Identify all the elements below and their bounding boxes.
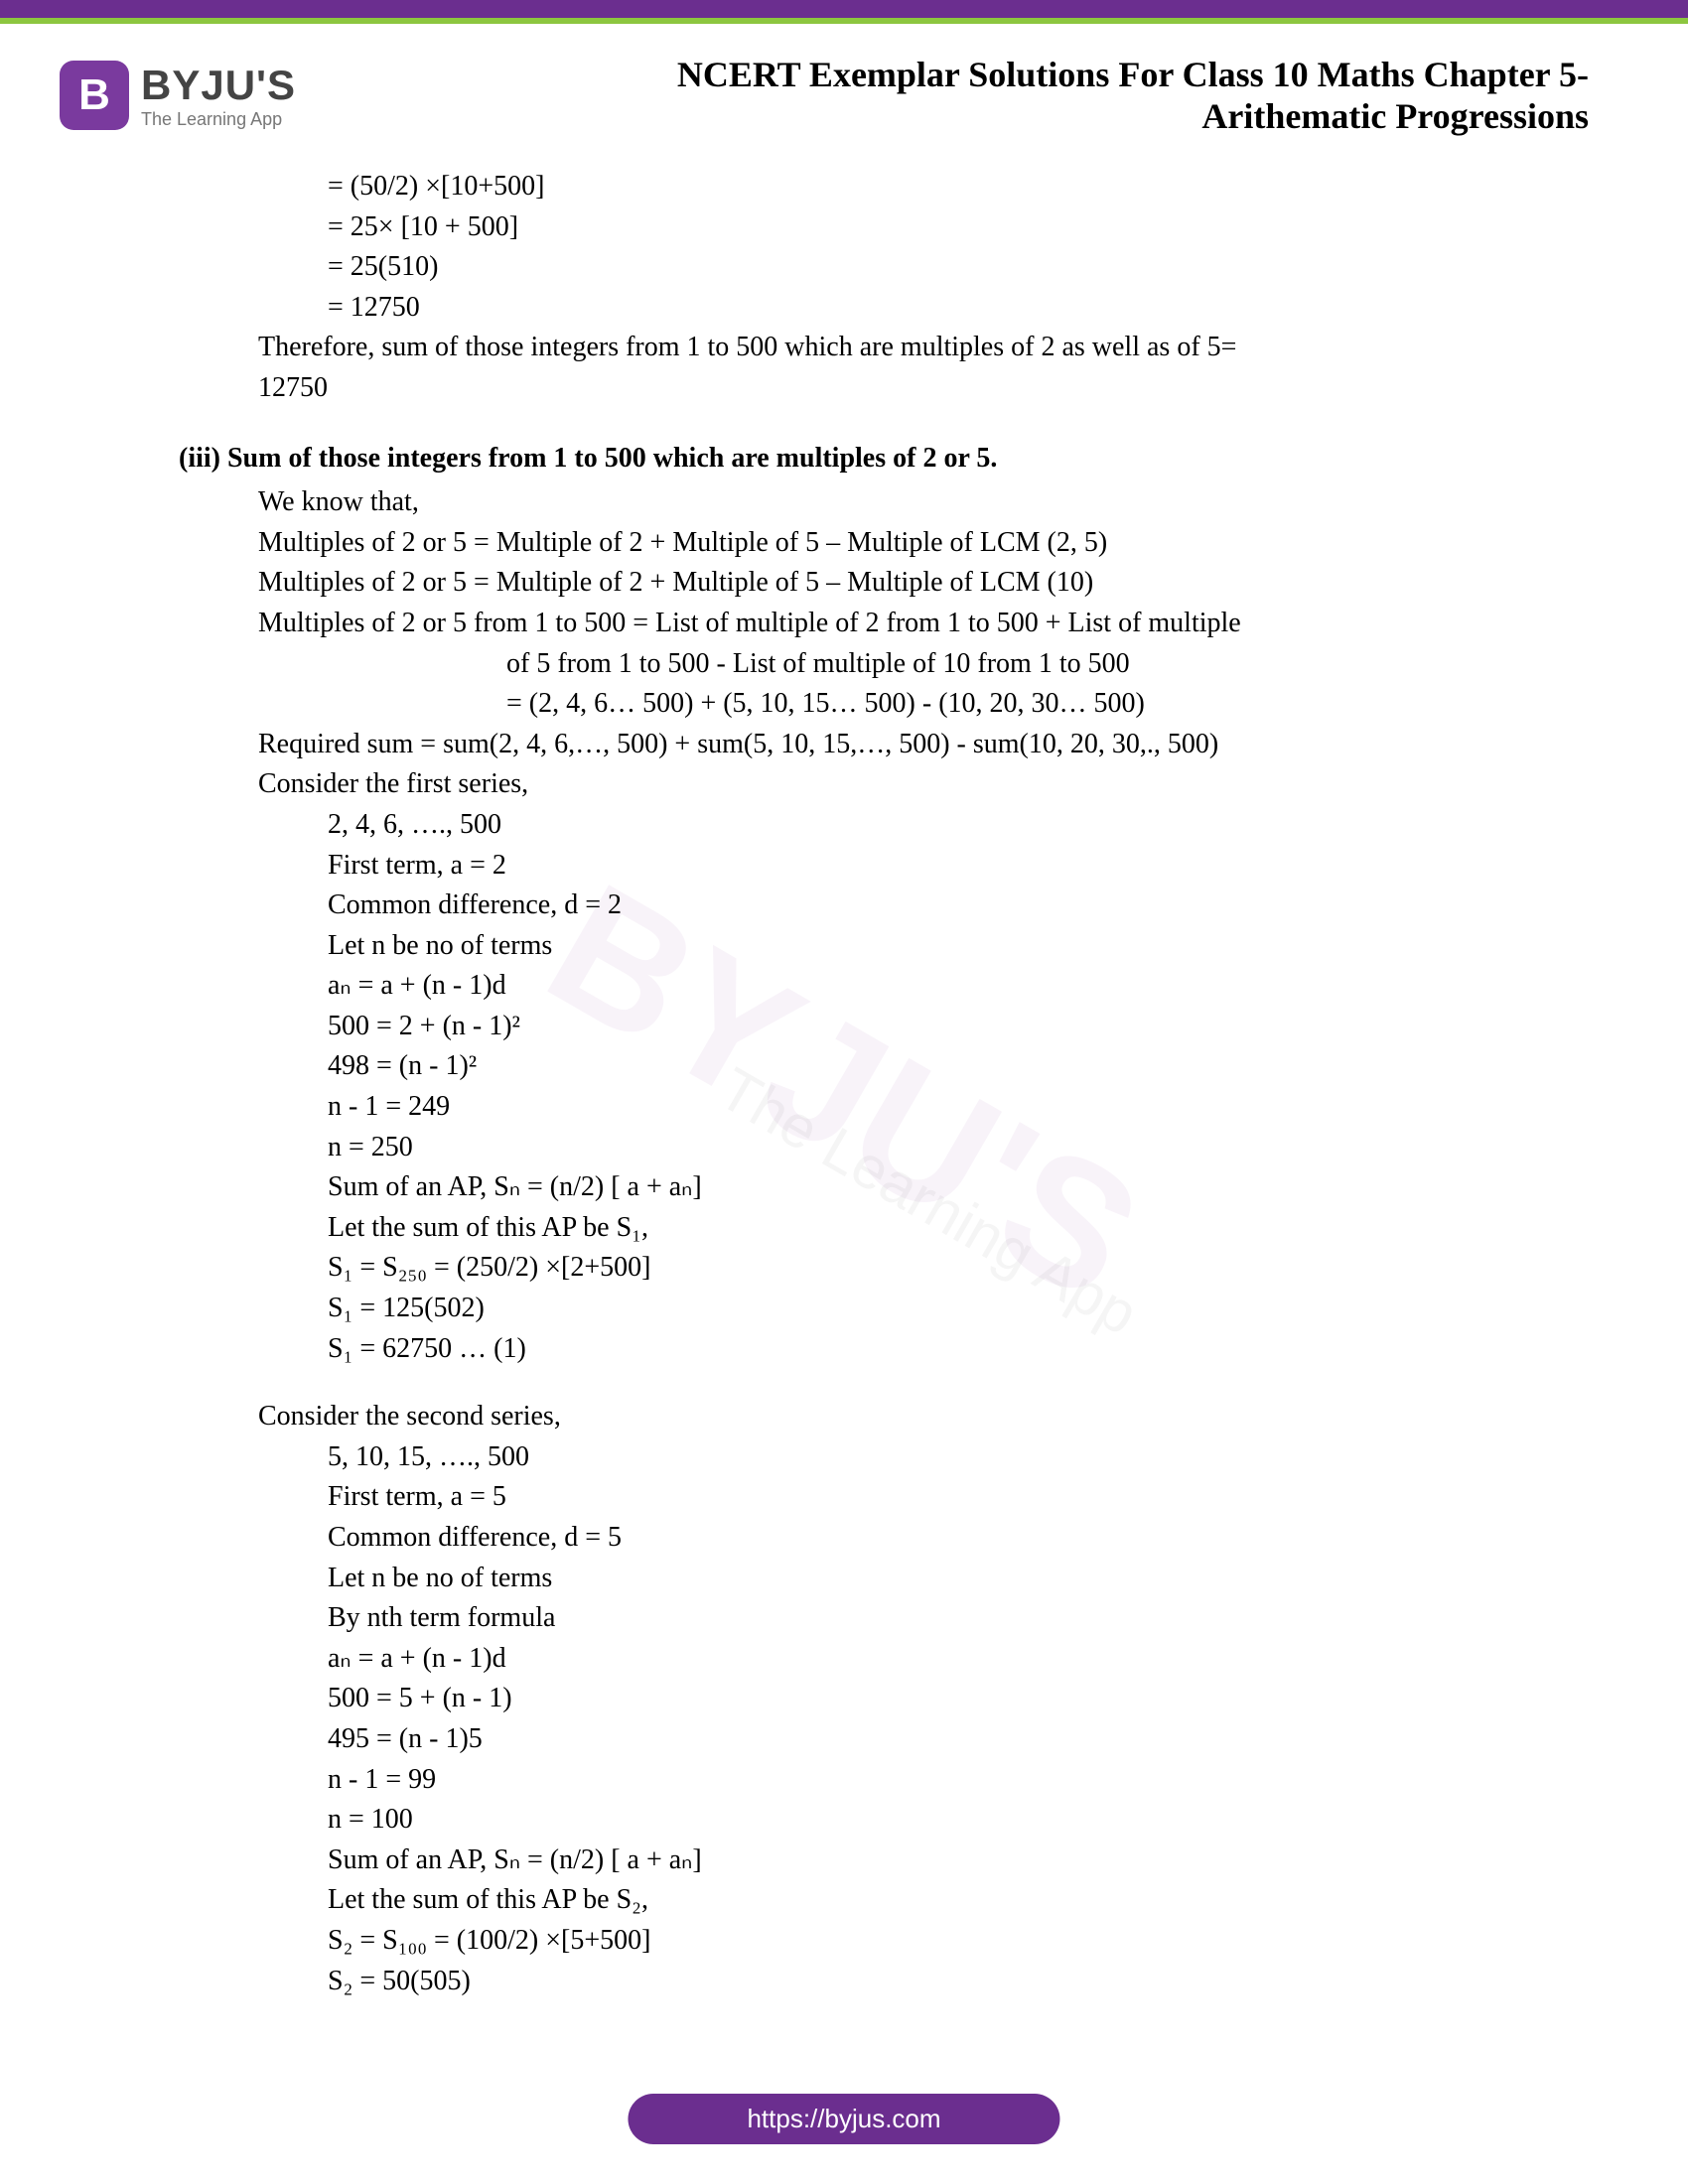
document-body: = (50/2) ×[10+500] = 25× [10 + 500] = 25… xyxy=(0,157,1688,2001)
series-line: Common difference, d = 5 xyxy=(179,1518,1489,1559)
logo-sub-text: The Learning App xyxy=(141,109,296,130)
series-line: Let n be no of terms xyxy=(179,926,1489,967)
series-line: S₁ = 62750 … (1) xyxy=(179,1329,1489,1370)
series-line: Let the sum of this AP be S₁, xyxy=(179,1208,1489,1249)
series-line: 2, 4, 6, …., 500 xyxy=(179,805,1489,846)
series-line: 495 = (n - 1)5 xyxy=(179,1719,1489,1760)
spacer xyxy=(179,1369,1489,1397)
body-line: Multiples of 2 or 5 = Multiple of 2 + Mu… xyxy=(179,523,1489,564)
series-line: n - 1 = 99 xyxy=(179,1760,1489,1801)
logo-main-text: BYJU'S xyxy=(141,62,296,109)
body-line: We know that, xyxy=(179,482,1489,523)
series-line: Common difference, d = 2 xyxy=(179,886,1489,926)
section-heading-iii: (iii) Sum of those integers from 1 to 50… xyxy=(179,439,1489,479)
calc-line: = 25× [10 + 500] xyxy=(179,207,1489,248)
series-line: n = 250 xyxy=(179,1128,1489,1168)
body-line: Multiples of 2 or 5 from 1 to 500 = List… xyxy=(179,604,1489,644)
series-line: Sum of an AP, Sₙ = (n/2) [ a + aₙ] xyxy=(179,1841,1489,1881)
series-line: By nth term formula xyxy=(179,1598,1489,1639)
calc-line: = (50/2) ×[10+500] xyxy=(179,167,1489,207)
series-line: n = 100 xyxy=(179,1800,1489,1841)
series-line: S₁ = S₂₅₀ = (250/2) ×[2+500] xyxy=(179,1248,1489,1289)
series-line: Let n be no of terms xyxy=(179,1559,1489,1599)
logo-badge-icon: B xyxy=(60,61,129,130)
logo-text: BYJU'S The Learning App xyxy=(141,62,296,130)
logo-block: B BYJU'S The Learning App xyxy=(60,61,296,130)
calc-line: = 12750 xyxy=(179,288,1489,329)
header: B BYJU'S The Learning App NCERT Exemplar… xyxy=(0,24,1688,157)
footer-url-pill[interactable]: https://byjus.com xyxy=(628,2094,1059,2144)
body-line: Required sum = sum(2, 4, 6,…, 500) + sum… xyxy=(179,725,1489,765)
series-line: First term, a = 5 xyxy=(179,1477,1489,1518)
body-line: Multiples of 2 or 5 = Multiple of 2 + Mu… xyxy=(179,563,1489,604)
series-line: 500 = 2 + (n - 1)² xyxy=(179,1007,1489,1047)
series-line: aₙ = a + (n - 1)d xyxy=(179,966,1489,1007)
conclusion-line: 12750 xyxy=(179,368,1489,409)
calc-line: = 25(510) xyxy=(179,247,1489,288)
body-line: of 5 from 1 to 500 - List of multiple of… xyxy=(179,644,1489,685)
series-line: Let the sum of this AP be S₂, xyxy=(179,1880,1489,1921)
series-line: S₂ = 50(505) xyxy=(179,1962,1489,2002)
series-line: S₁ = 125(502) xyxy=(179,1289,1489,1329)
top-purple-bar xyxy=(0,0,1688,18)
series-line: 498 = (n - 1)² xyxy=(179,1046,1489,1087)
body-line: Consider the first series, xyxy=(179,764,1489,805)
title-line-2: Arithematic Progressions xyxy=(296,95,1589,137)
series-line: 500 = 5 + (n - 1) xyxy=(179,1679,1489,1719)
series-line: aₙ = a + (n - 1)d xyxy=(179,1639,1489,1680)
body-line: = (2, 4, 6… 500) + (5, 10, 15… 500) - (1… xyxy=(179,684,1489,725)
page-title: NCERT Exemplar Solutions For Class 10 Ma… xyxy=(296,54,1628,137)
series-line: 5, 10, 15, …., 500 xyxy=(179,1437,1489,1478)
series-line: Sum of an AP, Sₙ = (n/2) [ a + aₙ] xyxy=(179,1167,1489,1208)
series-line: S₂ = S₁₀₀ = (100/2) ×[5+500] xyxy=(179,1921,1489,1962)
title-line-1: NCERT Exemplar Solutions For Class 10 Ma… xyxy=(296,54,1589,95)
body-line: Consider the second series, xyxy=(179,1397,1489,1437)
series-line: First term, a = 2 xyxy=(179,846,1489,887)
series-line: n - 1 = 249 xyxy=(179,1087,1489,1128)
conclusion-line: Therefore, sum of those integers from 1 … xyxy=(179,328,1489,368)
